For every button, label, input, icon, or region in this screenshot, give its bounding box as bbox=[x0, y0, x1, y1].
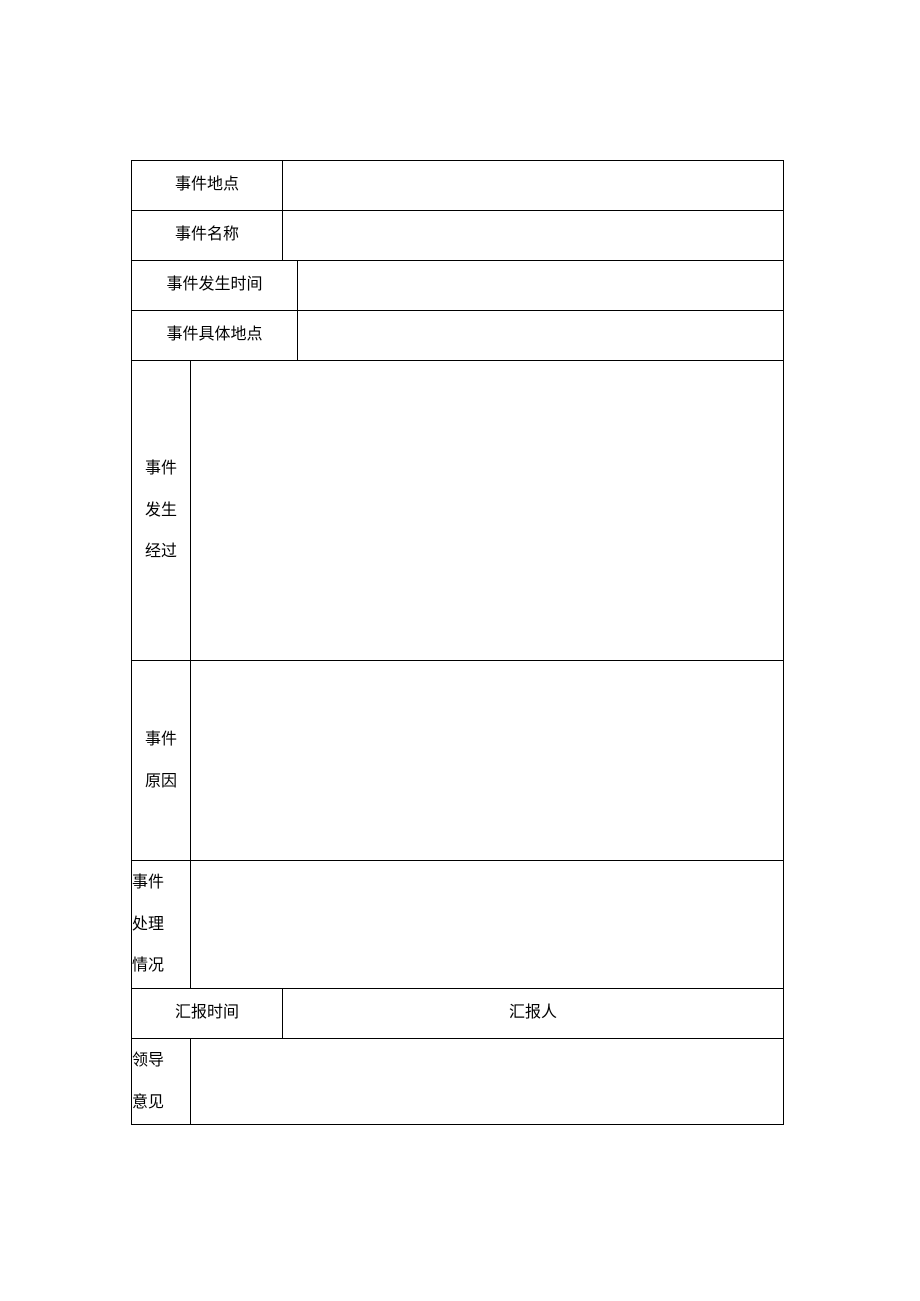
label-event-time: 事件发生时间 bbox=[132, 261, 298, 311]
label-text: 事件名称 bbox=[175, 226, 239, 243]
value-event-specific-location[interactable] bbox=[298, 311, 784, 361]
label-reporter: 汇报人 bbox=[283, 989, 784, 1039]
label-text: 事件发生时间 bbox=[167, 276, 263, 293]
label-line-1: 事件 bbox=[132, 448, 190, 490]
label-line-3: 情况 bbox=[132, 945, 190, 987]
label-line-1: 事件 bbox=[132, 719, 190, 761]
value-event-handling[interactable] bbox=[191, 861, 784, 989]
label-line-1: 领导 bbox=[132, 1040, 190, 1082]
label-line-1: 事件 bbox=[132, 862, 190, 904]
label-event-name: 事件名称 bbox=[132, 211, 283, 261]
value-event-process[interactable] bbox=[191, 361, 784, 661]
label-text: 汇报人 bbox=[509, 1004, 557, 1021]
label-report-time: 汇报时间 bbox=[132, 989, 283, 1039]
label-event-reason: 事件 原因 bbox=[132, 661, 191, 861]
value-event-name[interactable] bbox=[283, 211, 784, 261]
label-line-3: 经过 bbox=[132, 531, 190, 573]
incident-report-form: 事件地点 事件名称 事件发生时间 bbox=[131, 160, 784, 1125]
label-text: 汇报时间 bbox=[175, 1004, 239, 1021]
label-line-2: 发生 bbox=[132, 490, 190, 532]
label-line-2: 意见 bbox=[132, 1082, 190, 1124]
label-text: 事件具体地点 bbox=[167, 326, 263, 343]
value-event-reason[interactable] bbox=[191, 661, 784, 861]
label-text: 事件地点 bbox=[175, 176, 239, 193]
label-event-handling: 事件 处理 情况 bbox=[132, 861, 191, 989]
value-leader-opinion[interactable] bbox=[191, 1039, 784, 1125]
value-event-location[interactable] bbox=[283, 161, 784, 211]
label-event-specific-location: 事件具体地点 bbox=[132, 311, 298, 361]
label-leader-opinion: 领导 意见 bbox=[132, 1039, 191, 1125]
label-event-process: 事件 发生 经过 bbox=[132, 361, 191, 661]
value-event-time[interactable] bbox=[298, 261, 784, 311]
label-event-location: 事件地点 bbox=[132, 161, 283, 211]
label-line-2: 处理 bbox=[132, 904, 190, 946]
label-line-2: 原因 bbox=[132, 761, 190, 803]
